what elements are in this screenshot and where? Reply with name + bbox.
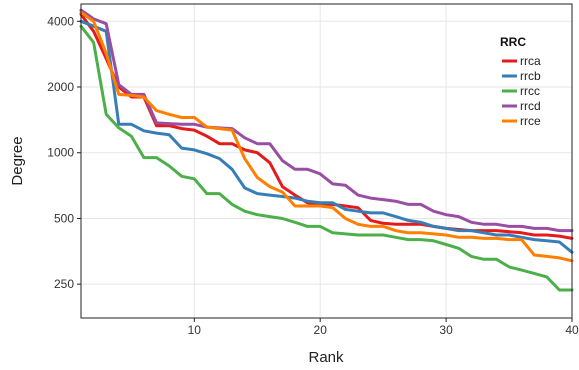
series-line-rrce: [79, 10, 574, 263]
plot-border: [80, 3, 573, 319]
x-axis-title: Rank: [308, 349, 344, 366]
series-line-rrca: [79, 12, 574, 240]
y-tick-label: 4000: [47, 14, 74, 28]
x-tick-label: 20: [314, 323, 328, 337]
series-line-rrcb: [79, 19, 574, 254]
x-tick-label: 30: [439, 323, 453, 337]
y-tick-label: 500: [54, 211, 74, 225]
y-axis-title: Degree: [9, 136, 26, 185]
x-tick-label: 40: [565, 323, 579, 337]
legend-label-rrcb: rrcb: [520, 69, 541, 83]
plot-area: [81, 4, 572, 318]
legend-label-rrcd: rrcd: [520, 99, 541, 113]
legend-label-rrca: rrca: [520, 54, 541, 68]
series-line-rrcc: [79, 24, 574, 292]
y-axis-ticks: 250 500 1000 2000 4000: [47, 14, 81, 291]
y-tick-label: 2000: [47, 80, 74, 94]
legend-label-rrce: rrce: [520, 114, 541, 128]
y-tick-label: 250: [54, 277, 74, 291]
y-tick-label: 1000: [47, 146, 74, 160]
grid: [81, 4, 573, 318]
x-tick-label: 10: [188, 323, 202, 337]
x-axis-ticks: 10 20 30 40: [188, 318, 579, 337]
series-line-rrcd: [79, 8, 574, 233]
legend-label-rrcc: rrcc: [520, 84, 540, 98]
series-layer: [79, 8, 574, 292]
legend-title: RRC: [500, 35, 526, 49]
